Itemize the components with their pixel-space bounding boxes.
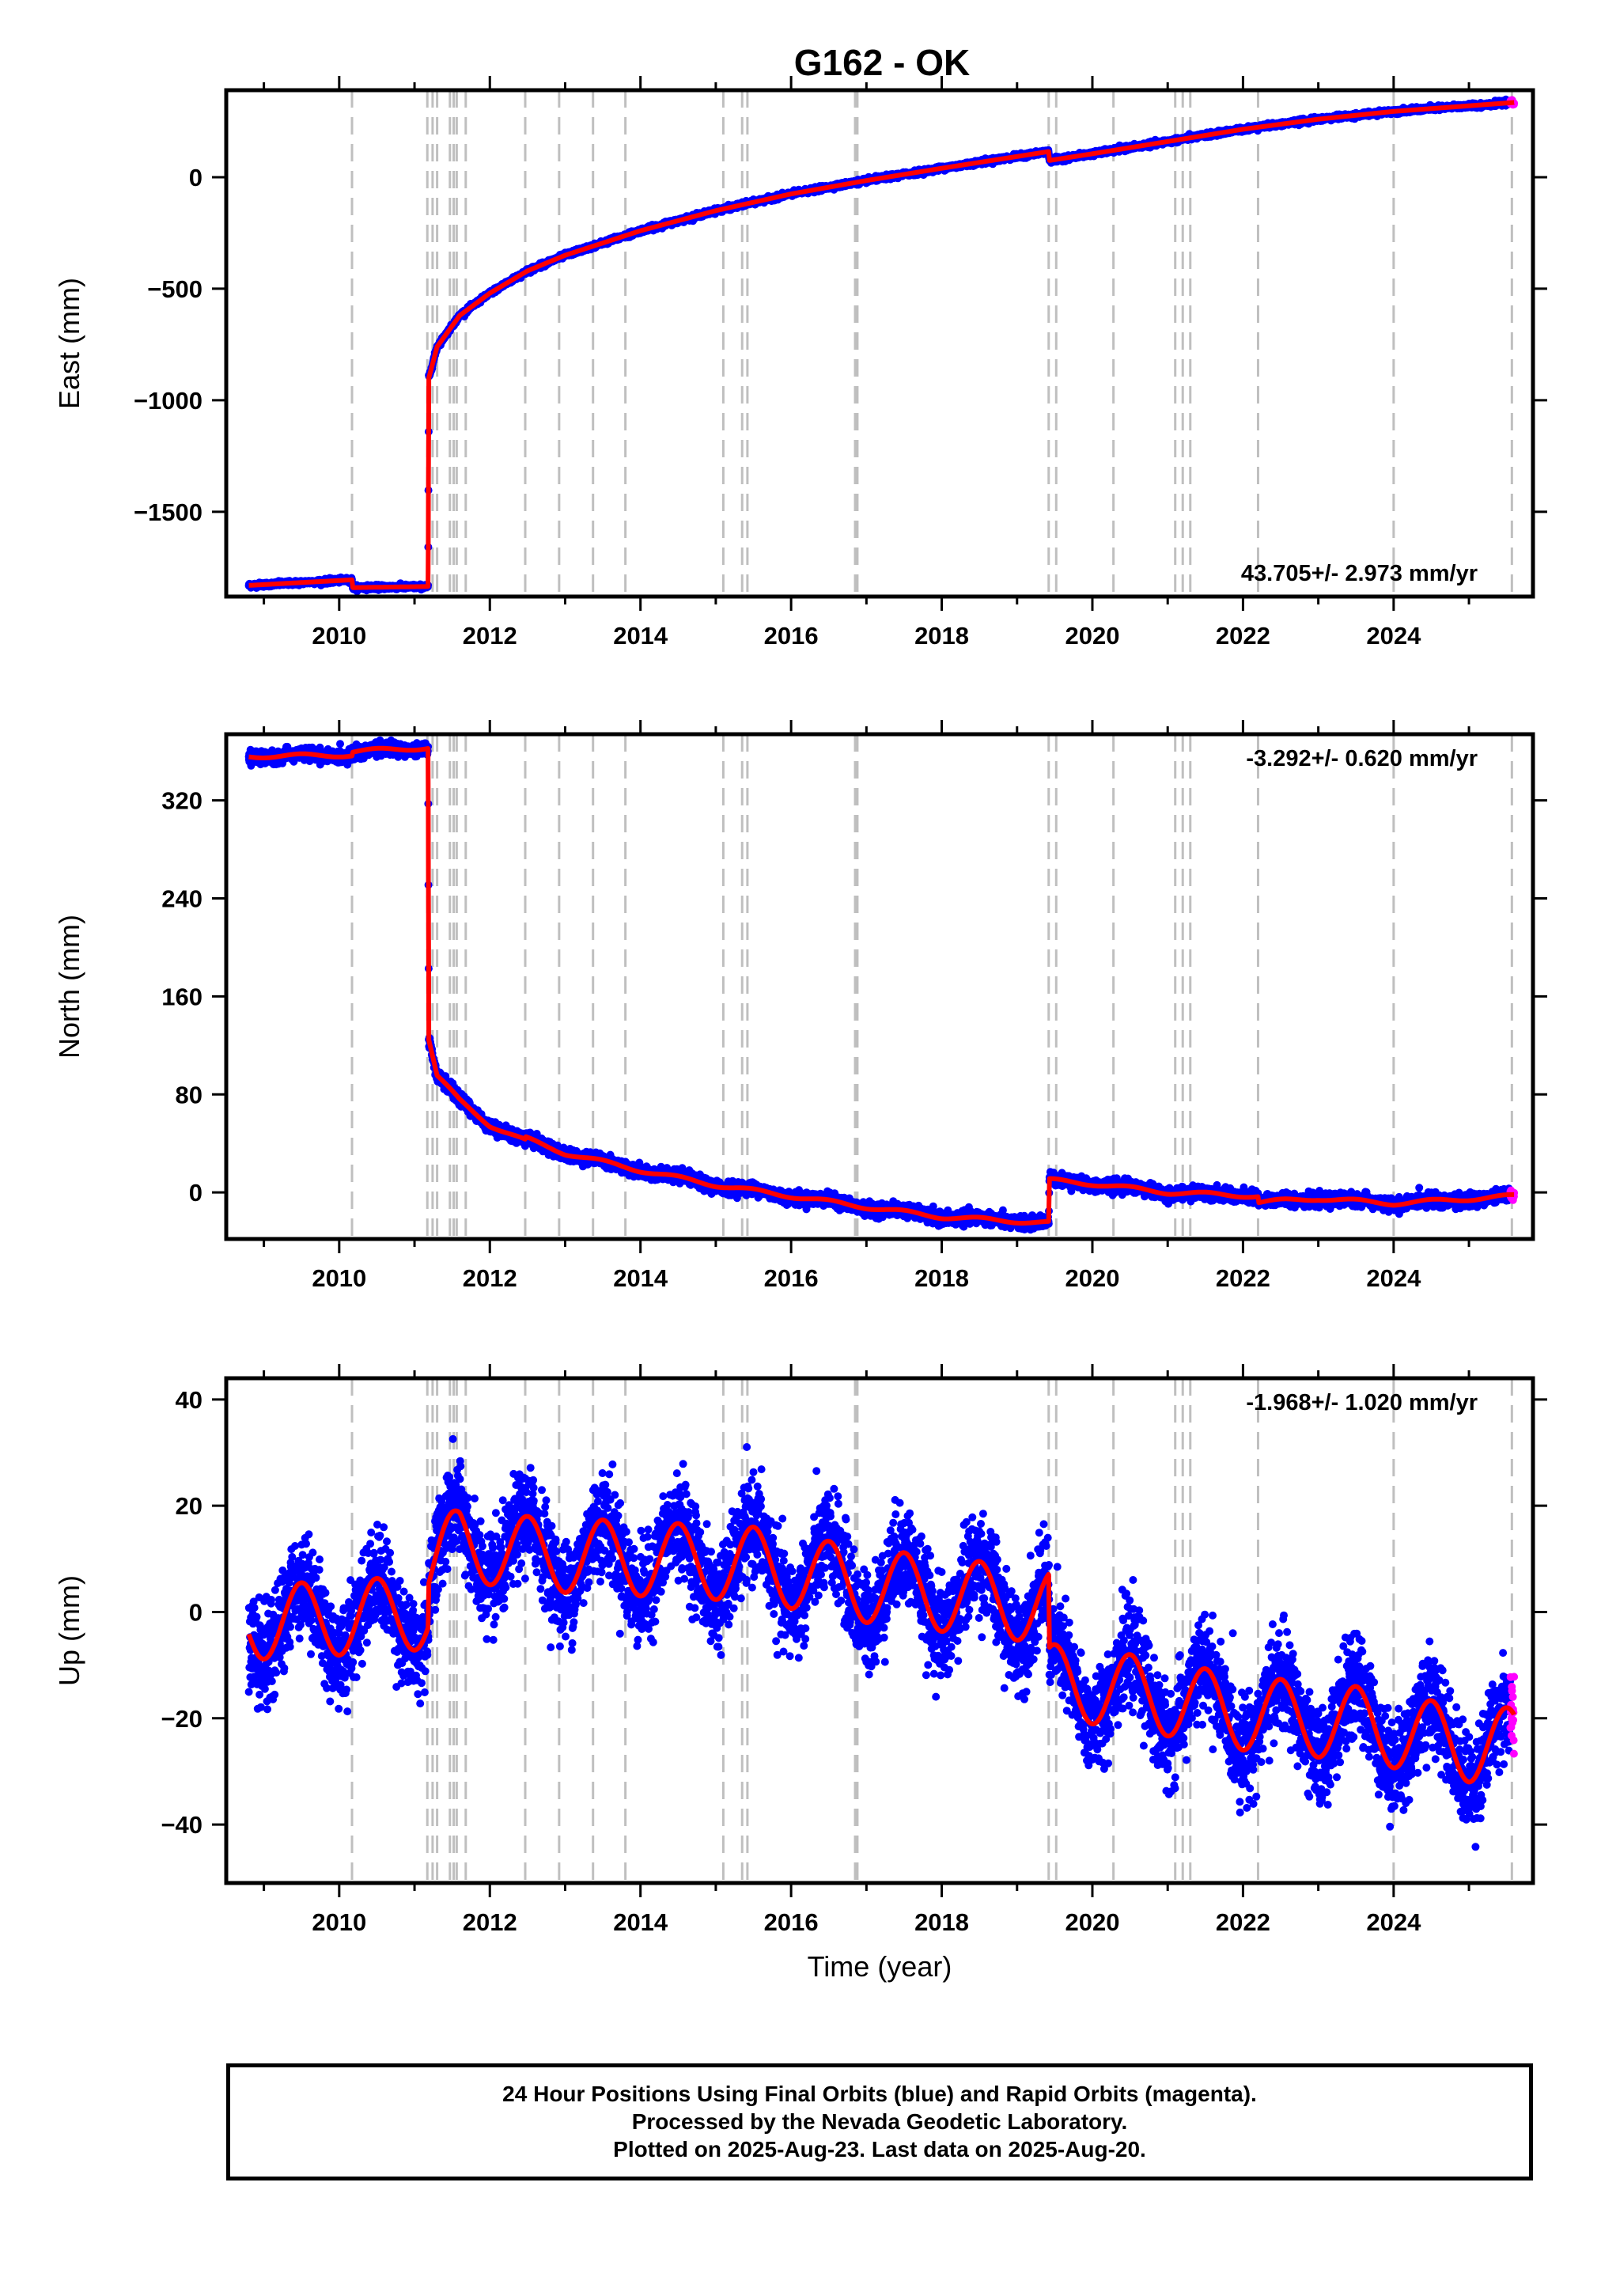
north-xtick-label: 2020 [1065, 1264, 1120, 1292]
up-plot-area [244, 1378, 1519, 1883]
east-xtick-label: 2016 [764, 622, 819, 650]
up-y-axis-label: Up (mm) [53, 1575, 85, 1686]
north-ytick-label: 0 [189, 1179, 202, 1207]
east-xtick-label: 2024 [1366, 622, 1421, 650]
up-xtick-label: 2010 [312, 1908, 366, 1936]
up-ytick-label: 40 [176, 1386, 202, 1414]
footer-caption: 24 Hour Positions Using Final Orbits (bl… [226, 2063, 1533, 2180]
up-ytick-label: 0 [189, 1598, 202, 1626]
up-frame [224, 1376, 1535, 1885]
up-final-orbit-points [244, 1434, 1515, 1851]
footer-line-3: Plotted on 2025-Aug-23. Last data on 202… [613, 2137, 1146, 2161]
north-model-fit-line [246, 745, 1516, 1226]
north-frame [224, 732, 1535, 1241]
north-ytick-label: 160 [161, 983, 202, 1010]
east-xtick-label: 2018 [914, 622, 969, 650]
up-xtick-label: 2020 [1065, 1908, 1120, 1936]
footer-line-1: 24 Hour Positions Using Final Orbits (bl… [502, 2082, 1257, 2106]
east-y-axis-label: East (mm) [53, 278, 85, 409]
east-xtick-label: 2012 [463, 622, 517, 650]
up-ytick-label: 20 [176, 1492, 202, 1520]
up-xtick-label: 2018 [914, 1908, 969, 1936]
north-ytick-label: 240 [161, 885, 202, 913]
north-plot-area [244, 734, 1519, 1239]
north-xtick-label: 2016 [764, 1264, 819, 1292]
east-ytick-label: 0 [189, 164, 202, 191]
east-xtick-label: 2014 [613, 622, 668, 650]
up-ytick-label: −20 [161, 1705, 202, 1733]
north-rate-label: -3.292+/- 0.620 mm/yr [1246, 746, 1478, 771]
north-xtick-label: 2010 [312, 1264, 366, 1292]
north-xtick-label: 2022 [1216, 1264, 1270, 1292]
north-ytick-label: 320 [161, 787, 202, 815]
up-ytick-label: −40 [161, 1811, 202, 1839]
up-xtick-label: 2024 [1366, 1908, 1421, 1936]
east-xtick-label: 2020 [1065, 622, 1120, 650]
east-model-fit-line [246, 100, 1516, 590]
east-xtick-label: 2022 [1216, 622, 1270, 650]
up-xtick-label: 2014 [613, 1908, 668, 1936]
east-rate-label: 43.705+/- 2.973 mm/yr [1241, 561, 1478, 586]
up-model-fit-line [246, 1508, 1516, 1785]
up-xtick-label: 2012 [463, 1908, 517, 1936]
footer-line-2: Processed by the Nevada Geodetic Laborat… [631, 2109, 1128, 2134]
north-xtick-label: 2018 [914, 1264, 969, 1292]
north-y-axis-label: North (mm) [53, 915, 85, 1059]
panel-up: 2010 2012 2014 2016 2018 2020 2022 2024 −40 −20 0 2… [53, 1364, 1547, 1983]
east-frame [224, 88, 1535, 599]
north-xtick-label: 2024 [1366, 1264, 1421, 1292]
x-axis-label: Time (year) [808, 1950, 952, 1983]
up-xtick-label: 2016 [764, 1908, 819, 1936]
east-ytick-label: −500 [147, 275, 202, 303]
north-ytick-label: 80 [176, 1081, 202, 1108]
east-ytick-label: −1000 [134, 387, 202, 415]
panel-north: 2010 2012 2014 2016 2018 2020 2022 2024 0 80 160 24… [53, 720, 1547, 1292]
east-ytick-label: −1500 [134, 498, 202, 526]
north-xtick-label: 2012 [463, 1264, 517, 1292]
up-xtick-label: 2022 [1216, 1908, 1270, 1936]
up-rate-label: -1.968+/- 1.020 mm/yr [1246, 1390, 1478, 1415]
east-plot-area [244, 90, 1519, 597]
panel-east: 2010 2012 2014 2016 2018 2020 2022 2024 −1500 −10… [53, 76, 1547, 650]
chart-title: G162 - OK [794, 42, 970, 83]
north-xtick-label: 2014 [613, 1264, 668, 1292]
east-xtick-label: 2010 [312, 622, 366, 650]
